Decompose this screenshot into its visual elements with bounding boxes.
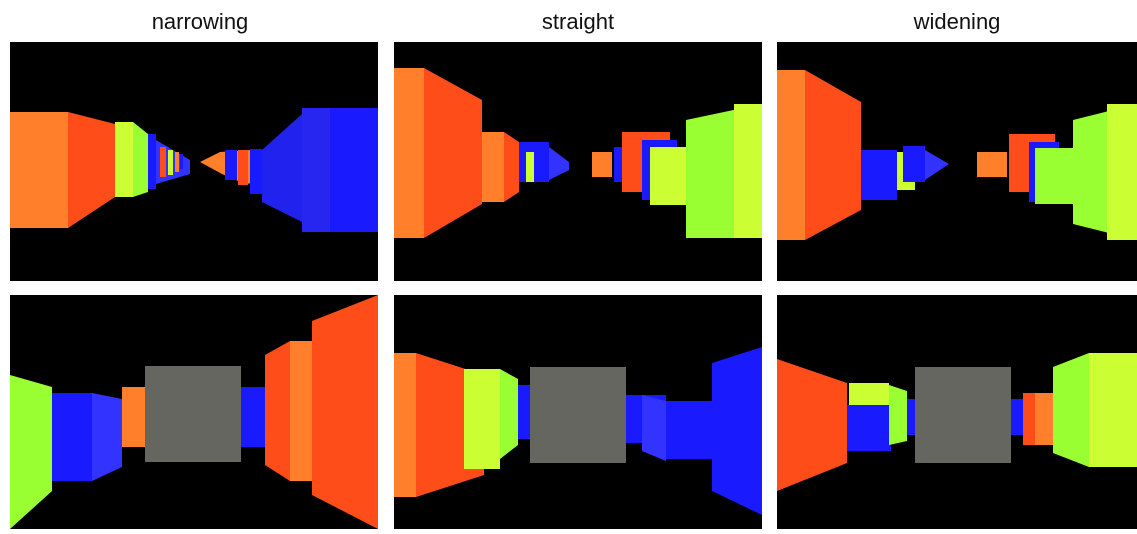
column-title: narrowing	[152, 9, 249, 34]
scene-panel	[777, 42, 1137, 281]
scene-panel	[394, 295, 762, 529]
scene-panel	[777, 295, 1137, 529]
figure: narrowing straight widening	[0, 0, 1137, 529]
column-title: widening	[913, 9, 1001, 34]
scene-panel	[10, 42, 378, 281]
scene-panel	[394, 42, 762, 281]
scene-panel	[10, 295, 378, 529]
column-title: straight	[542, 9, 614, 34]
